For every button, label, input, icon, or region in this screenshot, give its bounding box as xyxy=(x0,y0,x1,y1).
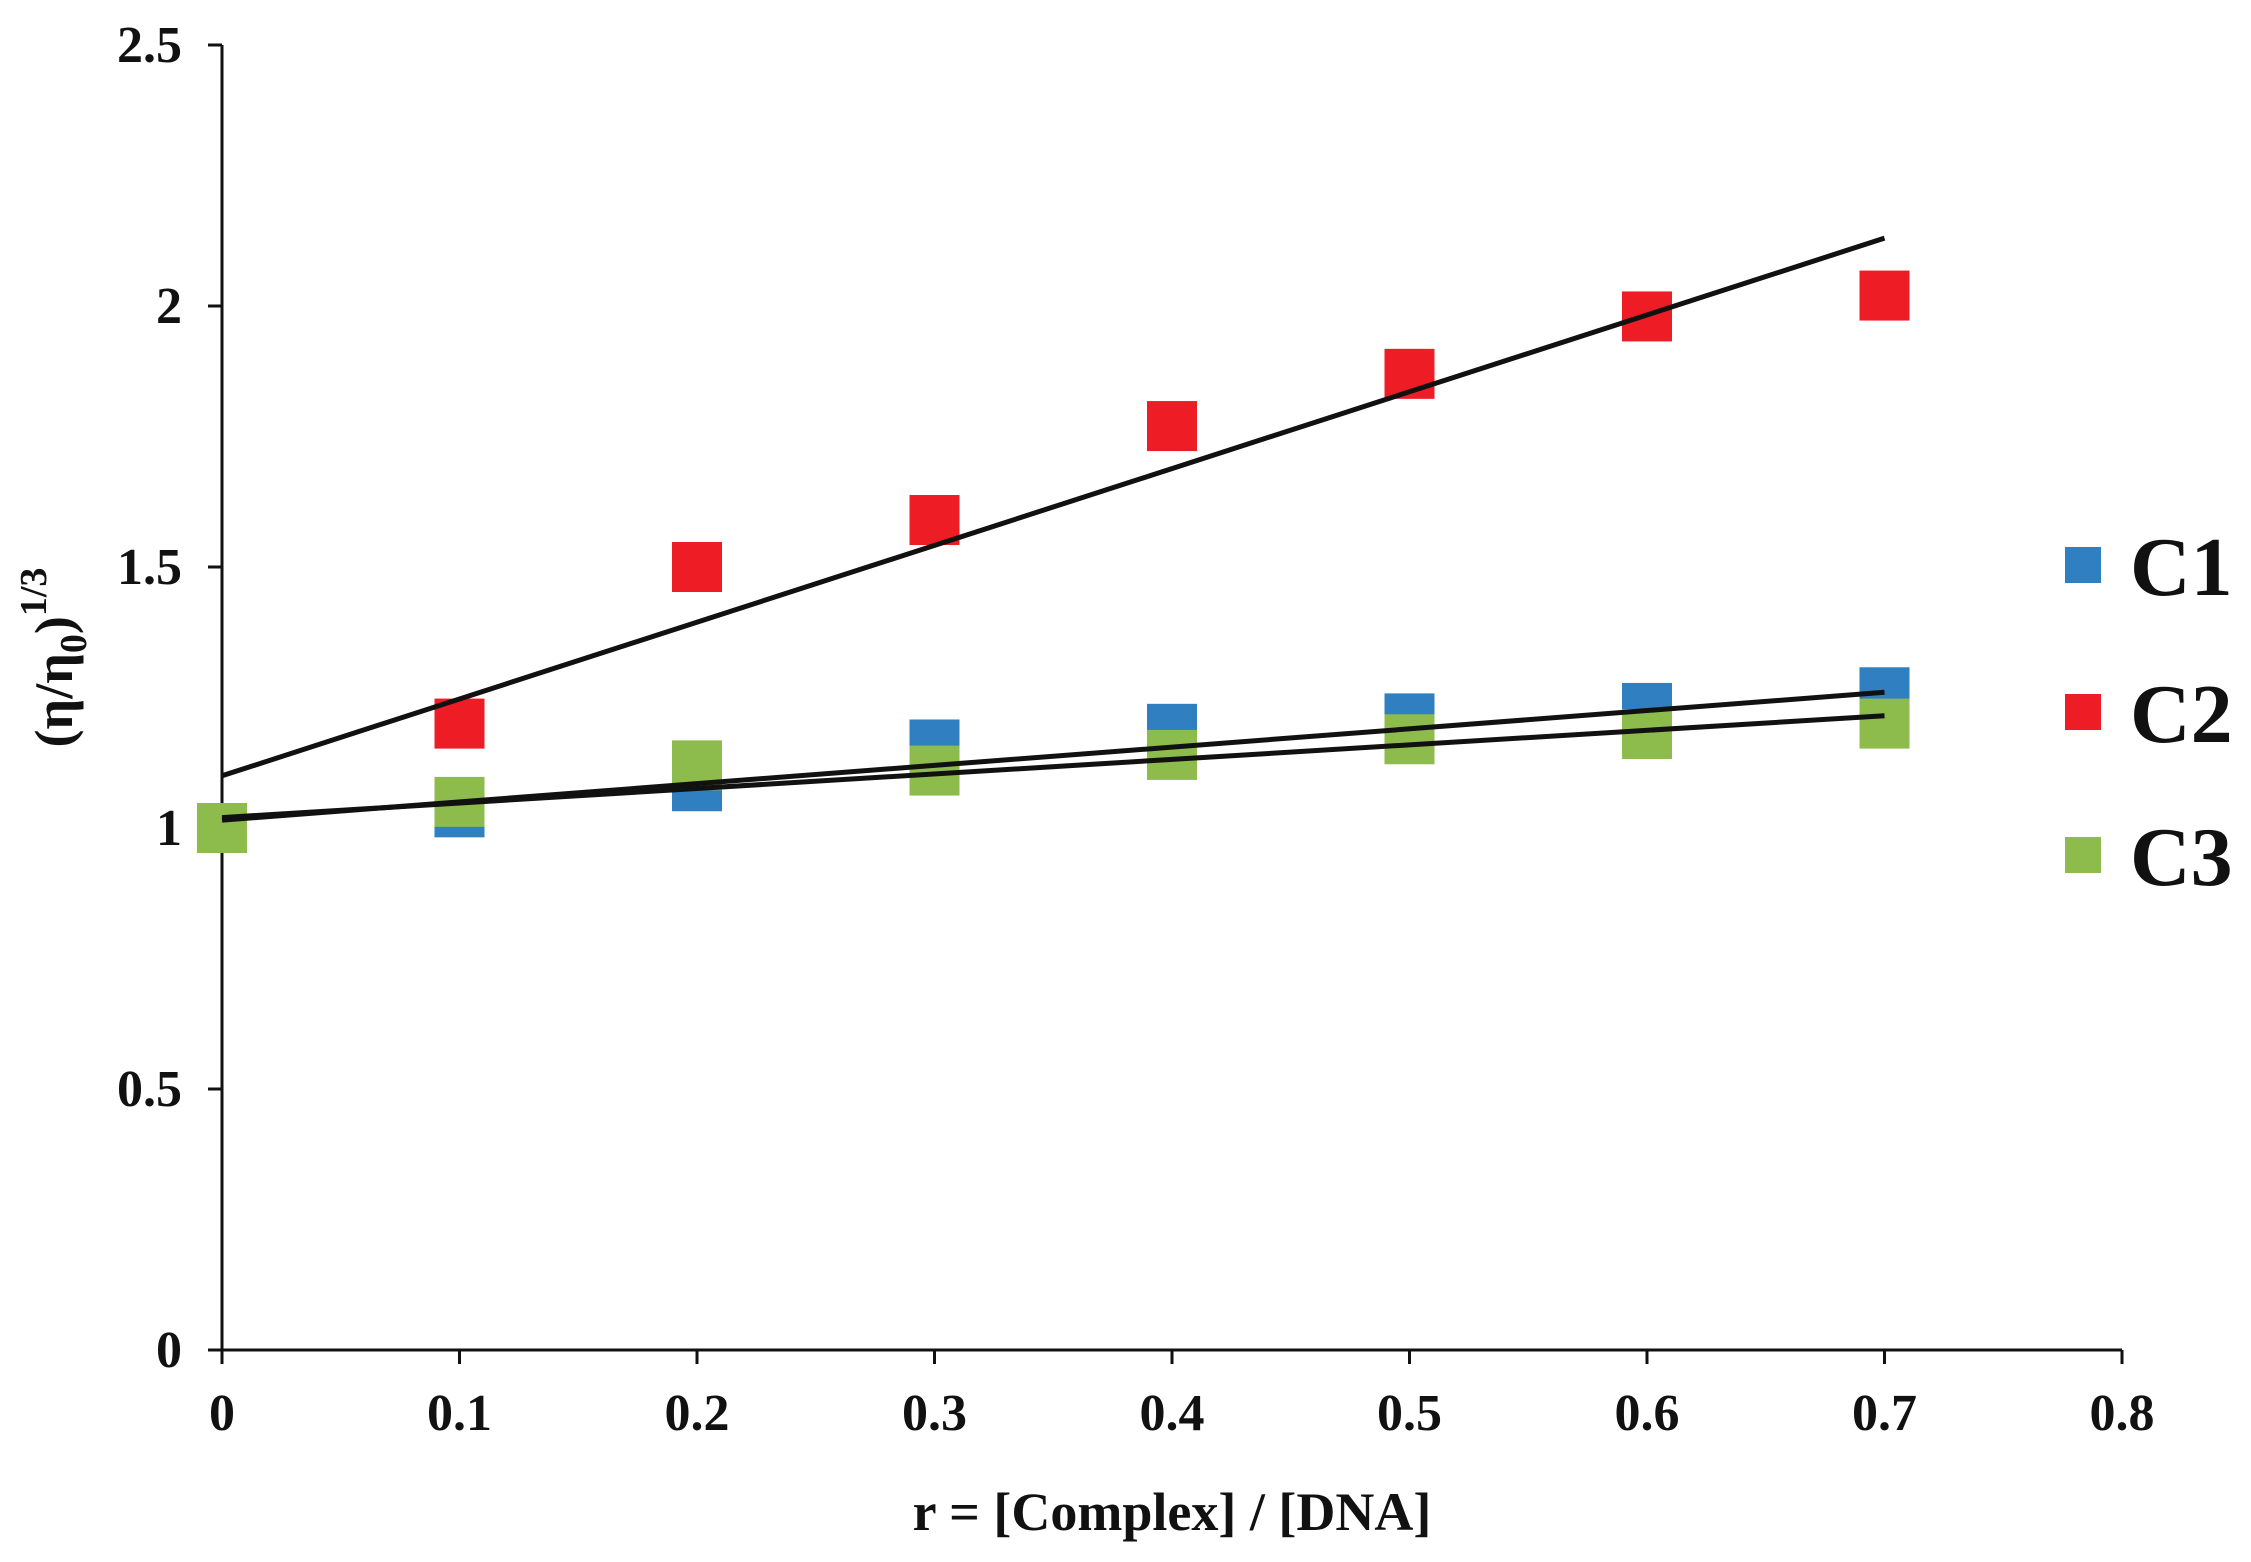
x-tick-label: 0.5 xyxy=(1377,1385,1442,1442)
y-tick-label: 1.5 xyxy=(117,539,182,596)
point-c3-5 xyxy=(1384,714,1435,765)
point-c3-0 xyxy=(197,803,247,853)
point-c2-3 xyxy=(909,495,960,546)
x-tick-label: 0.4 xyxy=(1140,1385,1205,1442)
legend-swatch-c1 xyxy=(2065,547,2101,583)
point-c3-4 xyxy=(1147,729,1197,780)
legend-label-c2: C2 xyxy=(2130,668,2233,761)
x-tick-label: 0.6 xyxy=(1615,1385,1680,1442)
y-axis-title-close: ) xyxy=(24,616,84,634)
point-c2-7 xyxy=(1859,270,1910,321)
x-tick-label: 0.8 xyxy=(2090,1385,2155,1442)
x-tick-label: 0 xyxy=(209,1385,235,1442)
y-tick-label: 2 xyxy=(156,278,182,335)
x-tick-label: 0.2 xyxy=(665,1385,730,1442)
x-axis-title: r = [Complex] / [DNA] xyxy=(913,1482,1432,1542)
y-tick-label: 1 xyxy=(156,800,182,857)
axis-labels: r = [Complex] / [DNA] (η/η0)1/3 xyxy=(13,568,1431,1542)
trendline-c3 xyxy=(221,713,1885,821)
legend-label-c3: C3 xyxy=(2130,811,2233,904)
y-axis-title-base: (η/η xyxy=(24,653,84,747)
legend-label-c1: C1 xyxy=(2130,521,2233,614)
legend: C1 C2 C3 xyxy=(2065,521,2233,904)
y-axis-title-superscript: 1/3 xyxy=(13,568,55,617)
x-tick-label: 0.7 xyxy=(1852,1385,1917,1442)
x-tick-label: 0.1 xyxy=(427,1385,492,1442)
y-tick-label: 2.5 xyxy=(117,17,182,74)
trendline-c2 xyxy=(221,235,1886,779)
y-axis-title: (η/η0)1/3 xyxy=(13,568,95,748)
point-c2-4 xyxy=(1147,401,1197,452)
x-tick-label: 0.3 xyxy=(902,1385,967,1442)
y-axis-title-subscript: 0 xyxy=(53,634,95,653)
point-c3-7 xyxy=(1859,698,1910,749)
trendlines xyxy=(221,235,1886,823)
axes: 0 0.5 1 1.5 2 2.5 0 0.1 0.2 0.3 0.4 0.5 0.6 0.7 0.8 xyxy=(117,17,2155,1442)
y-tick-label: 0.5 xyxy=(117,1061,182,1118)
legend-swatch-c2 xyxy=(2065,694,2101,730)
legend-swatch-c3 xyxy=(2065,837,2101,873)
y-tick-label: 0 xyxy=(156,1322,182,1379)
point-c3-6 xyxy=(1622,709,1672,760)
point-c2-2 xyxy=(672,542,722,592)
